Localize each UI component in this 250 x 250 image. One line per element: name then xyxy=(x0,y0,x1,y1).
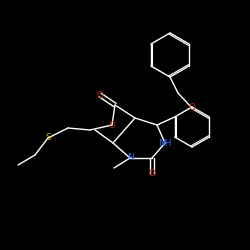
Text: NH: NH xyxy=(158,138,172,147)
Text: O: O xyxy=(108,120,116,130)
Text: S: S xyxy=(45,134,51,142)
Text: N: N xyxy=(127,154,134,162)
Text: O: O xyxy=(96,90,103,100)
Text: O: O xyxy=(188,104,196,112)
Text: O: O xyxy=(148,170,156,178)
